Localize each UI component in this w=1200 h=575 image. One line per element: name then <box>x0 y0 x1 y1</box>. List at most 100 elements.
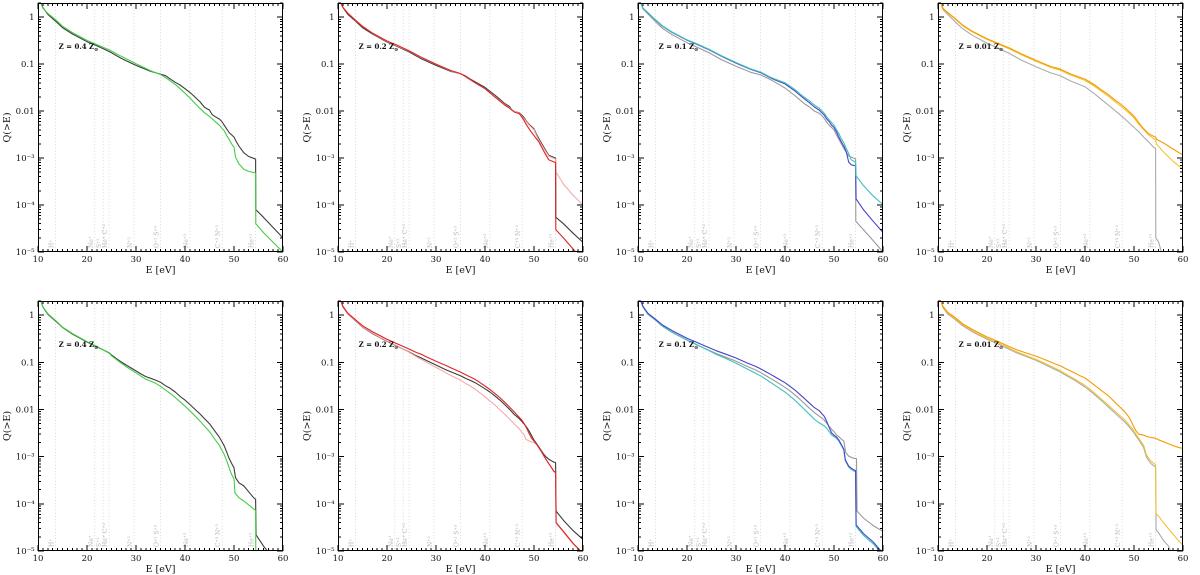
y-tick-label: 0.01 <box>316 406 335 416</box>
x-tick-label: 60 <box>578 554 589 564</box>
ion-label: N⁺² <box>727 536 734 547</box>
ion-label: S⁺² <box>396 537 403 547</box>
ion-label: S⁺² <box>396 238 403 248</box>
x-tick-label: 50 <box>529 255 540 265</box>
ion-label: S⁺² <box>96 537 103 547</box>
x-tick-label: 60 <box>878 255 889 265</box>
ion-label: Ne⁺² <box>183 532 190 547</box>
x-tick-label: 10 <box>933 255 944 265</box>
series-black-curve <box>40 301 268 551</box>
series-gray-curve <box>940 301 1172 551</box>
ion-label: N⁺² <box>1027 536 1034 547</box>
ion-label: He⁺ C⁺² <box>1002 223 1009 248</box>
y-tick-label: 10⁻³ <box>316 154 335 164</box>
x-tick-label: 20 <box>982 554 993 564</box>
metallicity-label: Z = 0.01 Z⊙ <box>959 340 1004 351</box>
ion-label: C⁺³ N⁺³ <box>1115 225 1122 248</box>
x-tick-label: 20 <box>682 255 693 265</box>
y-tick-label: 0.01 <box>916 406 935 416</box>
ion-label: He⁺ C⁺² <box>402 522 409 547</box>
x-axis-title: E [eV] <box>1046 564 1076 575</box>
y-axis-title: Q(>E) <box>602 411 613 441</box>
y-axis-title: Q(>E) <box>902 112 913 142</box>
ion-gridlines: H⁺ Ne⁺ S⁺²He⁺ C⁺² N⁺² O⁺² S⁺³ Ne⁺² C⁺³ N⁺³ He⁺² <box>49 301 257 551</box>
x-tick-label: 40 <box>180 255 191 265</box>
y-tick-label: 0.1 <box>321 358 335 368</box>
y-tick-label: 0.01 <box>16 406 35 416</box>
x-tick-label: 40 <box>780 554 791 564</box>
x-tick-label: 60 <box>1178 255 1189 265</box>
y-tick-label: 0.1 <box>321 60 335 70</box>
x-tick-label: 10 <box>633 255 644 265</box>
series-gray-curve <box>640 3 883 252</box>
y-axis-title: Q(>E) <box>902 411 913 441</box>
x-tick-label: 40 <box>1080 554 1091 564</box>
ion-label: S⁺² <box>996 537 1003 547</box>
x-tick-label: 50 <box>829 554 840 564</box>
axis-tick-labels: 10 20 30 40 50 60 1 0.1 0.01 10⁻³ 10⁻⁴ 10⁻⁵ <box>16 311 289 564</box>
ion-label: N⁺² <box>727 237 734 248</box>
panel-bottom-z0-01: H⁺ Ne⁺ S⁺²He⁺ C⁺² N⁺² O⁺² S⁺³ Ne⁺² C⁺³ N⁺³ He⁺²… <box>902 300 1189 575</box>
ion-gridlines: H⁺ Ne⁺ S⁺²He⁺ C⁺² N⁺² O⁺² S⁺³ Ne⁺² C⁺³ N⁺³ He⁺² <box>949 3 1157 252</box>
x-tick-label: 20 <box>982 255 993 265</box>
ion-label: Ne⁺ <box>688 535 695 547</box>
x-tick-label: 30 <box>731 255 742 265</box>
y-tick-label: 10⁻³ <box>16 154 35 164</box>
x-tick-label: 10 <box>633 554 644 564</box>
ion-gridlines: H⁺ Ne⁺ S⁺²He⁺ C⁺² N⁺² O⁺² S⁺³ Ne⁺² C⁺³ N⁺³ He⁺² <box>349 3 557 252</box>
y-tick-label: 1 <box>629 311 634 321</box>
ion-label: He⁺ C⁺² <box>1002 522 1009 547</box>
ion-label: O⁺² S⁺³ <box>154 225 161 248</box>
x-tick-label: 60 <box>578 255 589 265</box>
x-axis-title: E [eV] <box>146 564 176 575</box>
ion-label: He⁺ C⁺² <box>702 522 709 547</box>
panel-bottom-z0-1: H⁺ Ne⁺ S⁺²He⁺ C⁺² N⁺² O⁺² S⁺³ Ne⁺² C⁺³ N⁺³ He⁺²… <box>602 300 888 575</box>
ion-label: He⁺² <box>549 233 556 248</box>
y-axis-title: Q(>E) <box>302 411 313 441</box>
x-tick-label: 20 <box>382 255 393 265</box>
y-tick-label: 10⁻⁵ <box>616 547 635 557</box>
ion-label: Ne⁺² <box>183 233 190 248</box>
x-tick-label: 20 <box>682 554 693 564</box>
y-tick-label: 10⁻⁵ <box>316 547 335 557</box>
ion-label: S⁺² <box>96 238 103 248</box>
ion-label: O⁺² S⁺³ <box>1054 524 1061 547</box>
x-axis-title: E [eV] <box>146 265 176 276</box>
axis-tick-labels: 10 20 30 40 50 60 1 0.1 0.01 10⁻³ 10⁻⁴ 10⁻⁵ <box>916 13 1189 265</box>
series-gold-curve <box>940 3 1183 170</box>
ion-label: O⁺² S⁺³ <box>754 225 761 248</box>
ion-label: Ne⁺² <box>783 233 790 248</box>
ion-label: Ne⁺ <box>988 535 995 547</box>
x-tick-label: 60 <box>1178 554 1189 564</box>
y-tick-label: 10⁻⁵ <box>616 248 635 258</box>
ion-label: C⁺³ N⁺³ <box>815 225 822 248</box>
y-tick-label: 10⁻⁵ <box>316 248 335 258</box>
y-tick-label: 1 <box>629 13 634 23</box>
axis-ticks <box>337 2 584 253</box>
series-red-curve <box>340 3 577 252</box>
ion-label: N⁺² <box>1027 237 1034 248</box>
axis-tick-labels: 10 20 30 40 50 60 1 0.1 0.01 10⁻³ 10⁻⁴ 10⁻⁵ <box>316 311 589 564</box>
metallicity-label: Z = 0.1 Z⊙ <box>659 42 699 53</box>
ion-label: N⁺² <box>127 237 134 248</box>
series-black-curve <box>340 3 583 243</box>
x-tick-label: 30 <box>131 554 142 564</box>
y-tick-label: 10⁻³ <box>616 154 635 164</box>
y-axis-title: Q(>E) <box>302 112 313 142</box>
y-tick-label: 10⁻⁴ <box>916 500 935 510</box>
ion-label: H⁺ <box>649 240 656 248</box>
ion-label: He⁺² <box>849 233 856 248</box>
series-orange-curve <box>940 3 1183 156</box>
series-cyan-curve <box>640 3 883 206</box>
ion-label: Ne⁺ <box>988 236 995 248</box>
y-tick-label: 10⁻⁵ <box>16 248 35 258</box>
metallicity-label: Z = 0.2 Z⊙ <box>359 340 399 351</box>
series-green-curve <box>40 301 257 551</box>
ion-label: H⁺ <box>949 240 956 248</box>
ion-label: C⁺³ N⁺³ <box>1115 524 1122 547</box>
series-gray-curve <box>640 301 883 532</box>
y-axis-title: Q(>E) <box>602 112 613 142</box>
series-green-curve <box>40 3 283 252</box>
x-tick-label: 50 <box>229 554 240 564</box>
y-tick-label: 1 <box>29 311 34 321</box>
